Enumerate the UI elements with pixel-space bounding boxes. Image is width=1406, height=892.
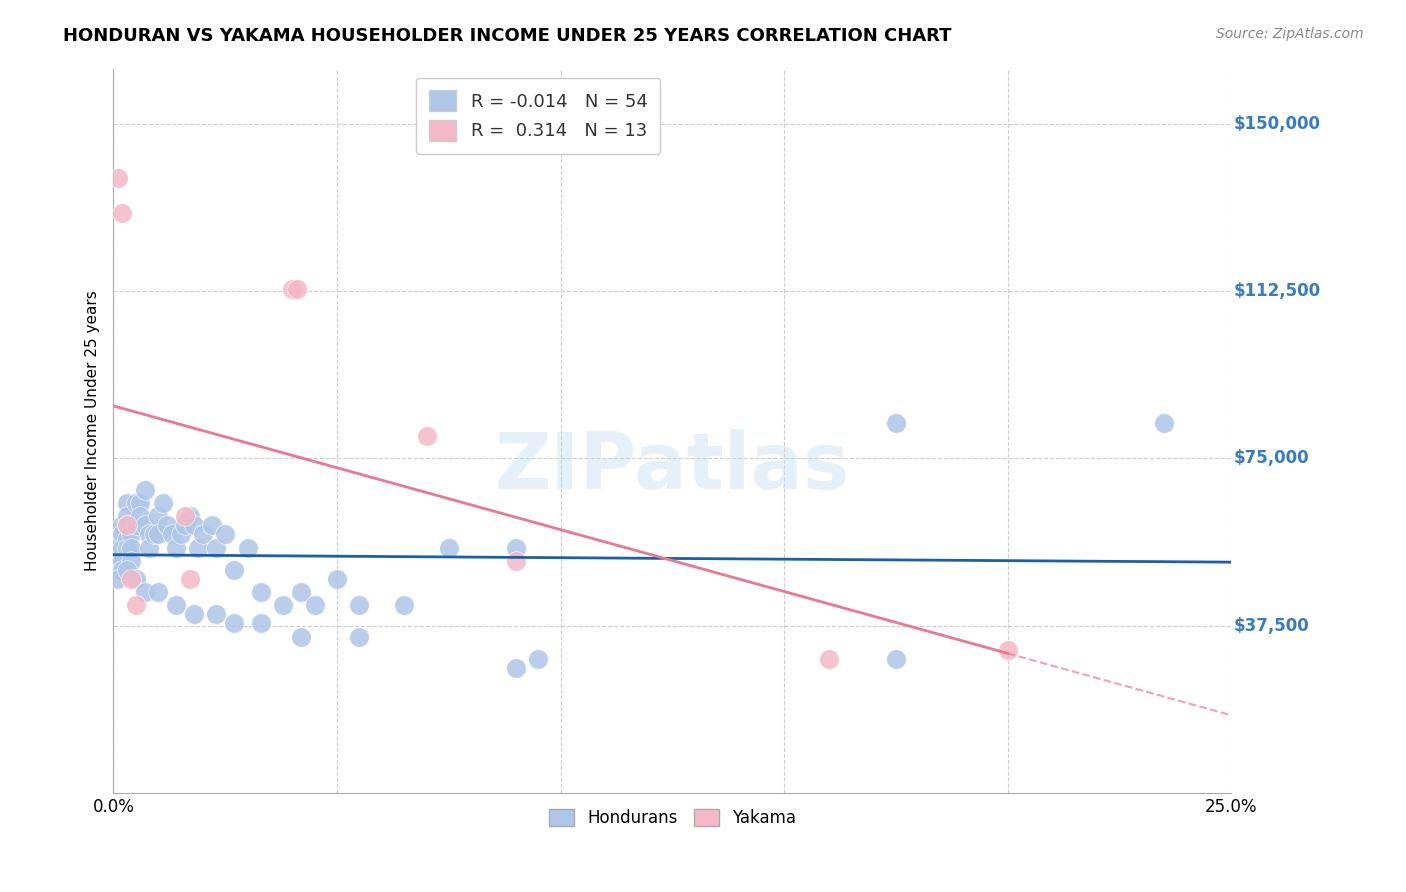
Point xyxy=(326,572,349,586)
Point xyxy=(115,563,138,577)
Point xyxy=(290,630,312,644)
Point xyxy=(107,554,129,568)
Point xyxy=(152,496,174,510)
Point xyxy=(111,518,134,533)
Point xyxy=(125,518,148,533)
Point xyxy=(818,652,841,666)
Point xyxy=(285,282,308,296)
Point xyxy=(111,206,134,220)
Text: Source: ZipAtlas.com: Source: ZipAtlas.com xyxy=(1216,27,1364,41)
Point xyxy=(134,585,156,599)
Point xyxy=(349,630,371,644)
Point xyxy=(107,541,129,555)
Point xyxy=(527,652,550,666)
Point xyxy=(111,563,134,577)
Point xyxy=(505,554,527,568)
Point xyxy=(115,541,138,555)
Point xyxy=(191,527,214,541)
Point xyxy=(120,554,142,568)
Text: $150,000: $150,000 xyxy=(1233,115,1320,133)
Point xyxy=(1153,416,1175,430)
Point xyxy=(165,541,187,555)
Point xyxy=(392,599,415,613)
Point xyxy=(437,541,460,555)
Point xyxy=(201,518,224,533)
Text: $112,500: $112,500 xyxy=(1233,283,1320,301)
Point xyxy=(125,599,148,613)
Point xyxy=(290,585,312,599)
Point xyxy=(349,599,371,613)
Point xyxy=(273,599,295,613)
Point xyxy=(183,518,205,533)
Point xyxy=(148,509,170,524)
Point xyxy=(148,585,170,599)
Point xyxy=(187,541,209,555)
Text: ZIPatlas: ZIPatlas xyxy=(495,429,851,505)
Point xyxy=(250,616,273,631)
Point xyxy=(224,616,246,631)
Point xyxy=(111,527,134,541)
Point xyxy=(107,527,129,541)
Point xyxy=(214,527,236,541)
Point xyxy=(205,607,228,622)
Point xyxy=(134,518,156,533)
Point xyxy=(179,572,201,586)
Point xyxy=(304,599,326,613)
Point xyxy=(115,496,138,510)
Point xyxy=(997,643,1019,657)
Point xyxy=(250,585,273,599)
Point xyxy=(125,496,148,510)
Point xyxy=(160,527,183,541)
Point xyxy=(107,170,129,185)
Point xyxy=(174,518,197,533)
Point xyxy=(138,541,160,555)
Point xyxy=(120,541,142,555)
Y-axis label: Householder Income Under 25 years: Householder Income Under 25 years xyxy=(86,290,100,571)
Point xyxy=(134,483,156,497)
Point xyxy=(236,541,259,555)
Legend: Hondurans, Yakama: Hondurans, Yakama xyxy=(540,800,804,835)
Point xyxy=(505,541,527,555)
Point xyxy=(111,541,134,555)
Point xyxy=(183,607,205,622)
Point xyxy=(138,527,160,541)
Point xyxy=(205,541,228,555)
Point xyxy=(884,652,907,666)
Point xyxy=(884,416,907,430)
Point xyxy=(107,572,129,586)
Point xyxy=(148,527,170,541)
Text: $37,500: $37,500 xyxy=(1233,616,1309,634)
Point xyxy=(281,282,304,296)
Point xyxy=(505,661,527,675)
Point xyxy=(415,429,437,443)
Point xyxy=(115,509,138,524)
Point xyxy=(224,563,246,577)
Point xyxy=(142,527,165,541)
Point xyxy=(111,554,134,568)
Point xyxy=(125,572,148,586)
Text: HONDURAN VS YAKAMA HOUSEHOLDER INCOME UNDER 25 YEARS CORRELATION CHART: HONDURAN VS YAKAMA HOUSEHOLDER INCOME UN… xyxy=(63,27,952,45)
Point xyxy=(174,509,197,524)
Point xyxy=(115,518,138,533)
Point xyxy=(165,599,187,613)
Point xyxy=(120,527,142,541)
Point xyxy=(156,518,179,533)
Point xyxy=(169,527,191,541)
Point xyxy=(129,509,152,524)
Point xyxy=(179,509,201,524)
Point xyxy=(115,532,138,546)
Point xyxy=(120,572,142,586)
Point xyxy=(129,496,152,510)
Point xyxy=(115,518,138,533)
Text: $75,000: $75,000 xyxy=(1233,450,1309,467)
